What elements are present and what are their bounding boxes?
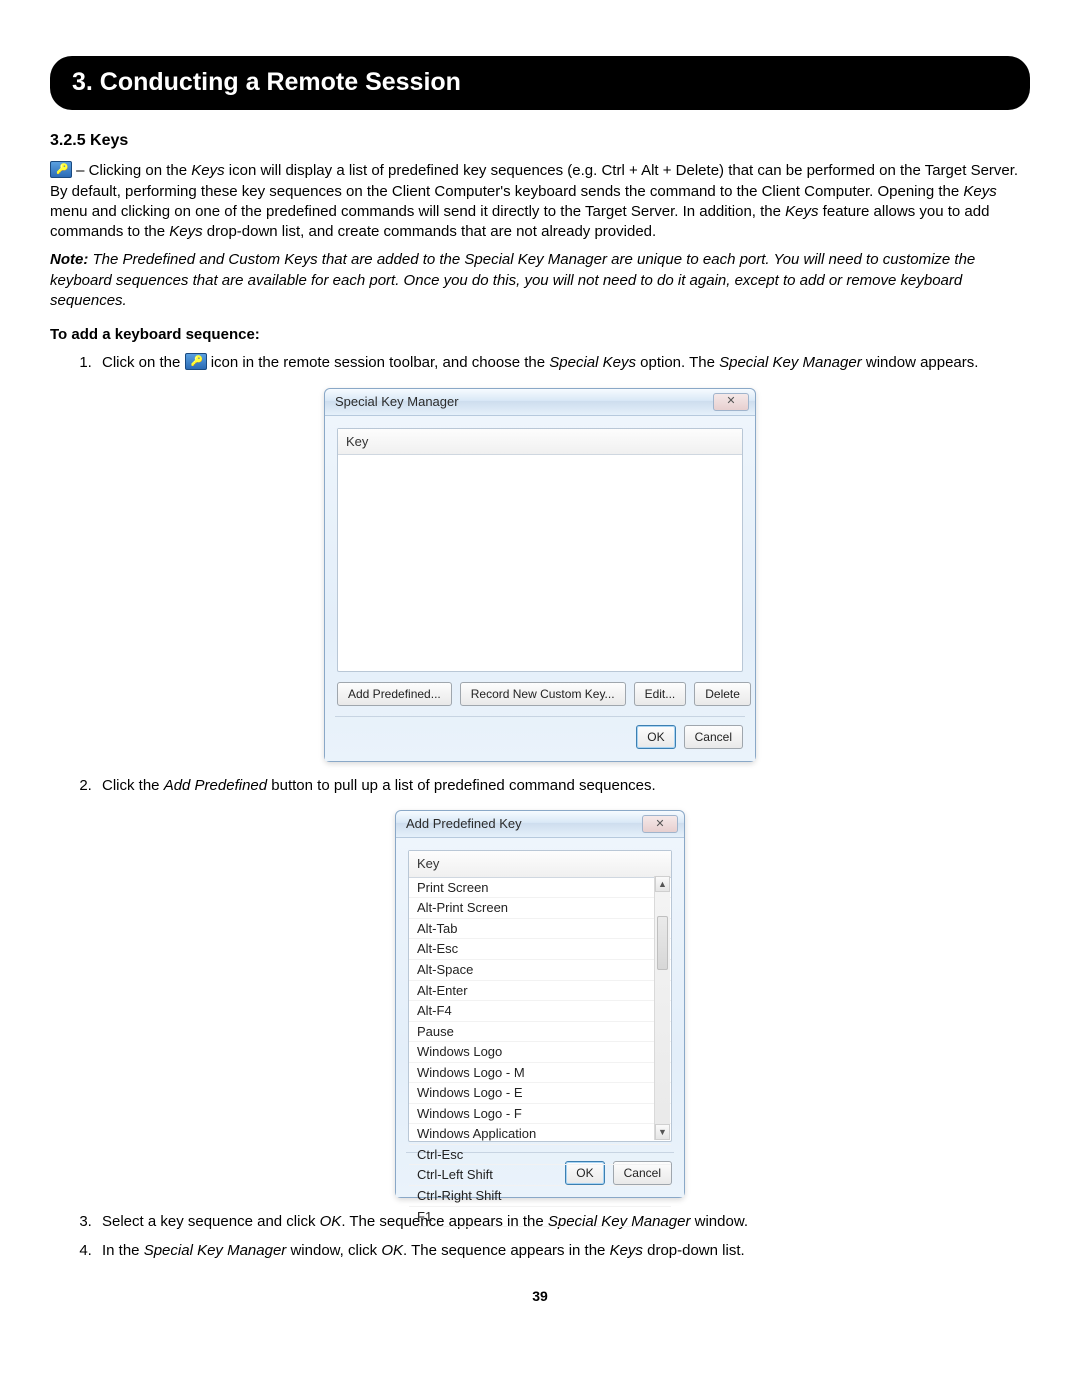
keys-icon — [50, 161, 72, 178]
steps-list: Click on the icon in the remote session … — [50, 353, 1030, 373]
special-key-manager-window: Special Key Manager ✕ Key Add Predefined… — [324, 388, 756, 762]
scroll-up-icon[interactable]: ▲ — [655, 876, 670, 892]
note-paragraph: Note: The Predefined and Custom Keys tha… — [50, 250, 1030, 311]
subheading: To add a keyboard sequence: — [50, 325, 1030, 345]
delete-button[interactable]: Delete — [694, 682, 751, 706]
step-4: In the Special Key Manager window, click… — [96, 1241, 1030, 1261]
scroll-thumb[interactable] — [657, 916, 668, 970]
close-icon[interactable]: ✕ — [713, 393, 749, 411]
window-title: Special Key Manager — [335, 393, 459, 411]
list-item[interactable]: Alt-Space — [409, 960, 671, 981]
section-heading: 3.2.5 Keys — [50, 130, 1030, 152]
add-predefined-key-window: Add Predefined Key ✕ Key Print ScreenAlt… — [395, 810, 685, 1198]
list-header: Key — [409, 851, 671, 878]
record-custom-key-button[interactable]: Record New Custom Key... — [460, 682, 626, 706]
list-item[interactable]: F1 — [409, 1207, 671, 1228]
key-listbox[interactable]: Key — [337, 428, 743, 672]
window-title: Add Predefined Key — [406, 815, 522, 833]
scrollbar[interactable]: ▲ ▼ — [654, 876, 670, 1140]
list-item[interactable]: Alt-Esc — [409, 939, 671, 960]
chapter-title: 3. Conducting a Remote Session — [72, 68, 461, 96]
list-item[interactable]: Windows Application — [409, 1124, 671, 1145]
list-item[interactable]: Pause — [409, 1022, 671, 1043]
list-item[interactable]: Alt-Print Screen — [409, 898, 671, 919]
titlebar[interactable]: Add Predefined Key ✕ — [396, 811, 684, 838]
intro-paragraph: – Clicking on the Keys icon will display… — [50, 161, 1030, 242]
list-item[interactable]: Print Screen — [409, 878, 671, 899]
list-item[interactable]: Alt-Enter — [409, 981, 671, 1002]
steps-list-cont: Click the Add Predefined button to pull … — [50, 776, 1030, 796]
list-item[interactable]: Windows Logo - E — [409, 1083, 671, 1104]
list-item[interactable]: Alt-Tab — [409, 919, 671, 940]
step-2: Click the Add Predefined button to pull … — [96, 776, 1030, 796]
divider — [335, 716, 745, 717]
list-item[interactable]: Alt-F4 — [409, 1001, 671, 1022]
list-item[interactable]: Windows Logo - M — [409, 1063, 671, 1084]
list-item[interactable]: Windows Logo — [409, 1042, 671, 1063]
predefined-key-listbox[interactable]: Key Print ScreenAlt-Print ScreenAlt-TabA… — [408, 850, 672, 1142]
list-item[interactable]: Windows Logo - F — [409, 1104, 671, 1125]
list-item[interactable]: Ctrl-Esc — [409, 1145, 671, 1166]
note-label: Note: — [50, 251, 88, 268]
edit-button[interactable]: Edit... — [634, 682, 687, 706]
screenshot-special-key-manager: Special Key Manager ✕ Key Add Predefined… — [50, 388, 1030, 762]
titlebar[interactable]: Special Key Manager ✕ — [325, 389, 755, 416]
cancel-button[interactable]: Cancel — [684, 725, 743, 749]
list-item[interactable]: Ctrl-Right Shift — [409, 1186, 671, 1207]
list-item[interactable]: Ctrl-Left Shift — [409, 1165, 671, 1186]
scroll-down-icon[interactable]: ▼ — [655, 1124, 670, 1140]
list-header: Key — [338, 429, 742, 456]
chapter-title-bar: 3. Conducting a Remote Session — [50, 56, 1030, 110]
keys-icon — [185, 353, 207, 370]
close-icon[interactable]: ✕ — [642, 815, 678, 833]
ok-button[interactable]: OK — [636, 725, 675, 749]
add-predefined-button[interactable]: Add Predefined... — [337, 682, 452, 706]
screenshot-add-predefined-key: Add Predefined Key ✕ Key Print ScreenAlt… — [50, 810, 1030, 1198]
page-number: 39 — [50, 1287, 1030, 1306]
step-1: Click on the icon in the remote session … — [96, 353, 1030, 373]
